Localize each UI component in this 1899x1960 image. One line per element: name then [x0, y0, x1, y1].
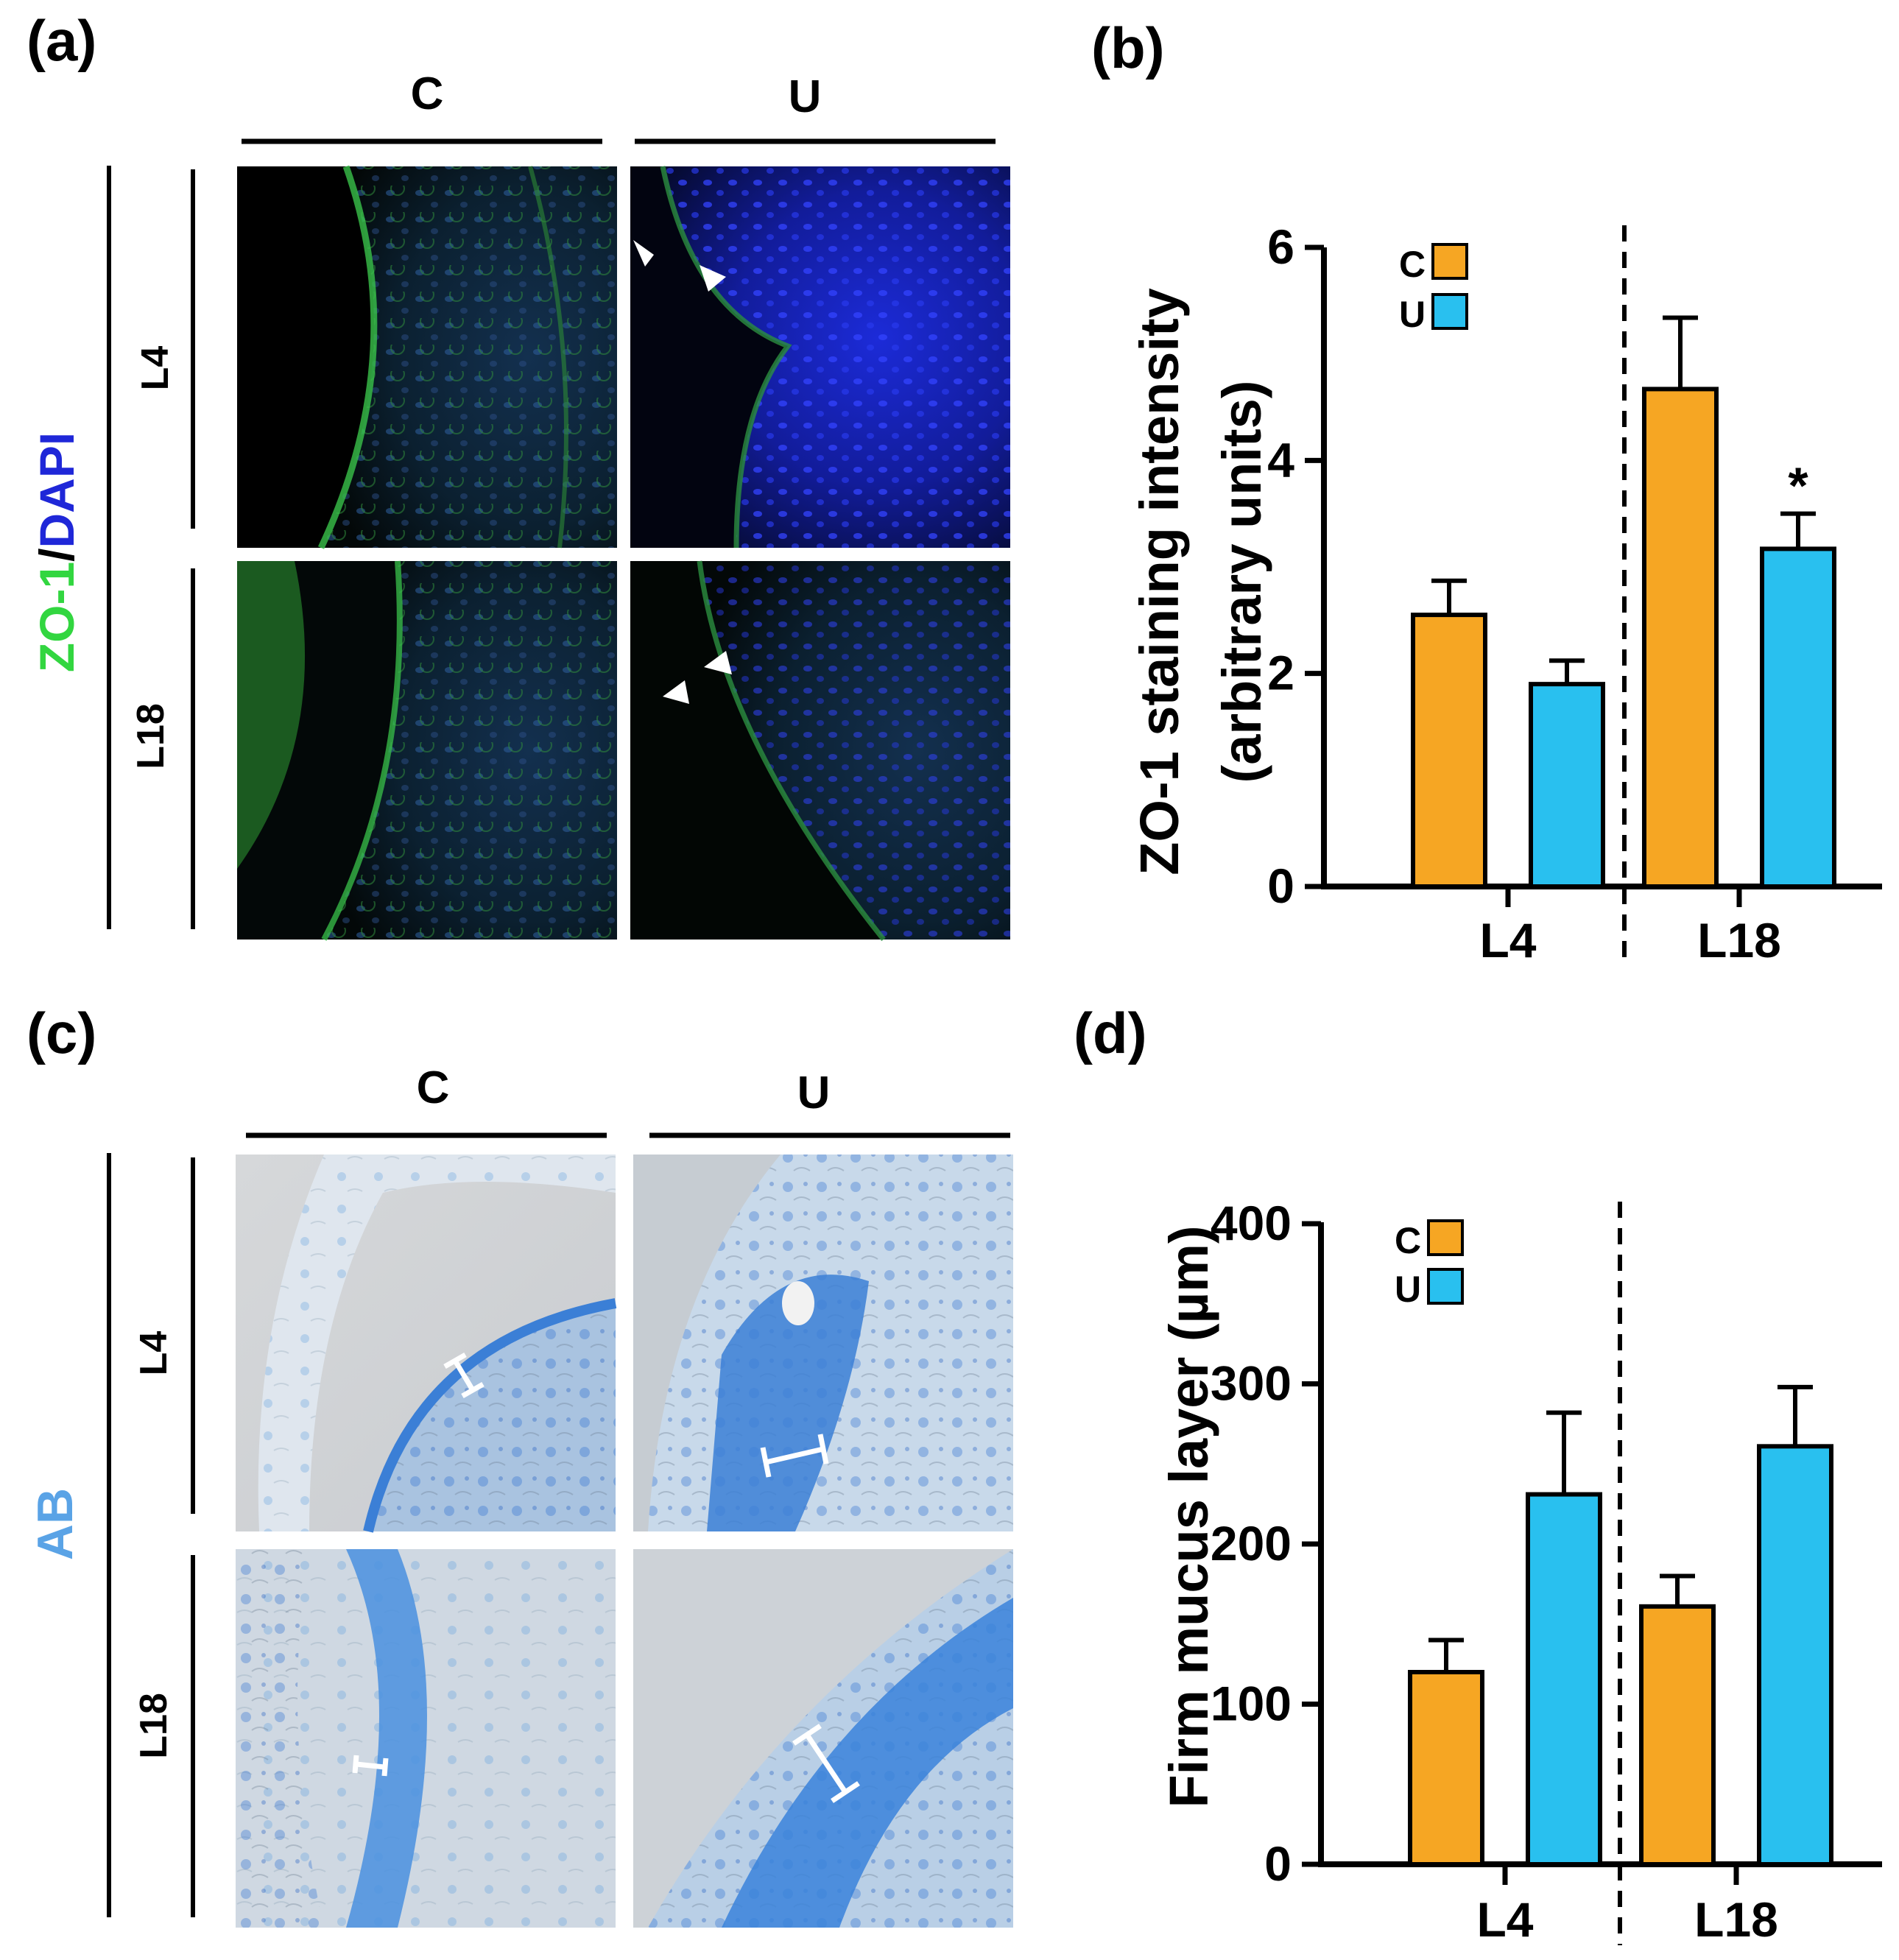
chart-d-ylabel-line1: Firm mucus layer (µm): [1158, 1225, 1219, 1808]
panel-b-letter: (b): [1091, 15, 1165, 80]
panel-c-row-header-l4: L4: [133, 1331, 175, 1376]
stain-dapi-text: DAPI: [29, 432, 84, 549]
chart-b-ytick-label: 0: [1267, 859, 1294, 913]
arrowhead-icon: [633, 240, 654, 267]
chart-d-bar-c-l4: [1408, 1670, 1484, 1866]
panel-a-stain-label: ZO-1/DAPI: [29, 432, 84, 672]
chart-zo1-intensity: ZO-1 staining intensity (arbitrary units…: [1129, 219, 1882, 967]
micrograph-c-c-l18: [236, 1549, 616, 1928]
panel-a-row-header-l18: L18: [130, 703, 172, 769]
panel-c-row-header-l18: L18: [133, 1693, 175, 1759]
chart-b-legend-u-swatch: [1431, 293, 1468, 330]
chart-d-legend-c-swatch: [1427, 1219, 1464, 1256]
chart-d-bar-u-l18: [1757, 1444, 1833, 1866]
chart-mucus-layer: Firm mucus layer (µm) C U 0 100 200 300 400 L…: [1158, 1196, 1882, 1947]
micrograph-c-u-l18: [633, 1549, 1013, 1928]
chart-d-ytick-label: 300: [1211, 1356, 1292, 1411]
micrograph-a-u-l18: [630, 560, 1010, 942]
chart-d-ytick-label: 400: [1211, 1196, 1292, 1250]
arrowhead-icon: [700, 265, 726, 292]
micrograph-a-c-l4: [237, 165, 617, 549]
measurement-marker-icon: [760, 1434, 829, 1478]
chart-d-ytick-label: 0: [1264, 1836, 1292, 1891]
chart-b-ylabel-line1: ZO-1 staining intensity: [1129, 288, 1190, 875]
measurement-marker-icon: [352, 1755, 389, 1777]
chart-b-bar-c-l4: [1411, 613, 1487, 889]
micrograph-a-c-l18: [237, 560, 617, 941]
chart-d-legend-u-label: U: [1395, 1269, 1421, 1310]
chart-b-ytick-label: 2: [1267, 646, 1294, 700]
chart-b-significance-marker: *: [1788, 457, 1808, 515]
chart-b-ylabel-line2: (arbitrary units): [1211, 381, 1272, 783]
chart-b-bar-u-l4: [1529, 682, 1605, 889]
panel-a-letter: (a): [27, 8, 96, 73]
micrograph-a-u-l4: [630, 166, 1010, 549]
arrowhead-icon: [663, 680, 689, 704]
chart-b-xtick-label: L18: [1697, 913, 1781, 967]
chart-b-legend-c-swatch: [1431, 243, 1468, 280]
chart-d-xtick-label: L4: [1476, 1892, 1533, 1947]
chart-d-ytick-label: 100: [1211, 1677, 1292, 1731]
chart-d-ytick-label: 200: [1211, 1516, 1292, 1571]
panel-c-col-header-c: C: [417, 1062, 450, 1113]
panel-a-col-header-u: U: [789, 71, 822, 122]
panel-a-col-header-c: C: [411, 68, 444, 119]
micrograph-c-c-l4: [236, 1155, 617, 1533]
chart-b-legend: C U: [1399, 243, 1468, 335]
stain-separator-text: /: [29, 549, 84, 562]
chart-b-ytick-label: 6: [1267, 219, 1294, 274]
panel-a-row-header-l4: L4: [134, 346, 177, 391]
panel-c-letter: (c): [27, 1001, 96, 1065]
chart-d-bar-c-l18: [1639, 1604, 1716, 1866]
chart-d-xtick-label: L18: [1694, 1892, 1778, 1947]
stain-zo1-text: ZO-1: [29, 562, 84, 672]
arrowhead-icon: [704, 651, 732, 674]
chart-b-ytick-label: 4: [1267, 432, 1294, 487]
chart-b-xtick-label: L4: [1479, 913, 1536, 967]
chart-d-legend-c-label: C: [1395, 1220, 1421, 1261]
micrograph-c-u-l4: [633, 1155, 1013, 1531]
panel-c-col-header-u: U: [797, 1068, 831, 1118]
chart-d-legend: C U: [1395, 1219, 1464, 1310]
panel-c-stain-label: AB: [27, 1488, 83, 1560]
panel-d-letter: (d): [1074, 1001, 1147, 1065]
chart-d-legend-u-swatch: [1427, 1268, 1464, 1305]
chart-b-legend-u-label: U: [1399, 294, 1426, 335]
chart-b-bar-c-l18: [1642, 387, 1719, 889]
measurement-marker-icon: [443, 1352, 485, 1399]
measurement-marker-icon: [792, 1724, 860, 1803]
chart-b-legend-c-label: C: [1399, 244, 1426, 285]
chart-d-bar-u-l4: [1526, 1492, 1602, 1866]
chart-b-bar-u-l18: [1760, 546, 1836, 889]
